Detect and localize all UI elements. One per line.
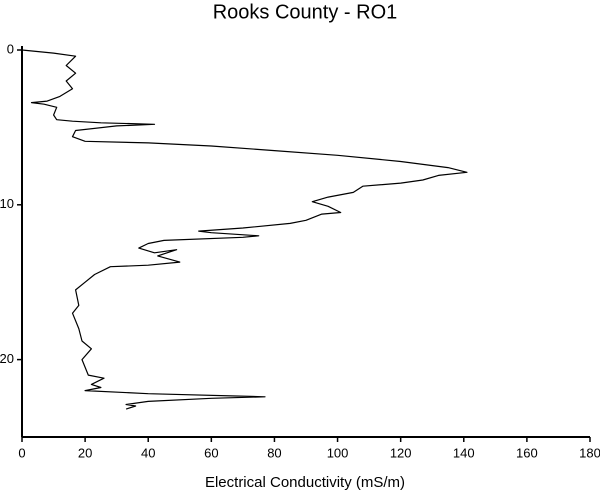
- y-tick-label: 20: [0, 351, 14, 366]
- y-tick-label: 0: [7, 41, 14, 56]
- x-tick-label: 60: [204, 445, 218, 460]
- profile-line: [21, 49, 468, 410]
- x-axis-title: Electrical Conductivity (mS/m): [205, 474, 405, 491]
- y-tick-label: 10: [0, 196, 14, 211]
- chart-title: Rooks County - RO1: [213, 1, 398, 23]
- x-tick-label: 100: [327, 445, 349, 460]
- x-tick-label: 160: [516, 445, 538, 460]
- x-tick-label: 80: [267, 445, 281, 460]
- x-tick-label: 180: [579, 445, 600, 460]
- x-tick-label: 0: [18, 445, 25, 460]
- x-tick-label: 20: [78, 445, 92, 460]
- x-tick-label: 120: [390, 445, 412, 460]
- x-tick-label: 140: [453, 445, 475, 460]
- x-tick-label: 40: [141, 445, 155, 460]
